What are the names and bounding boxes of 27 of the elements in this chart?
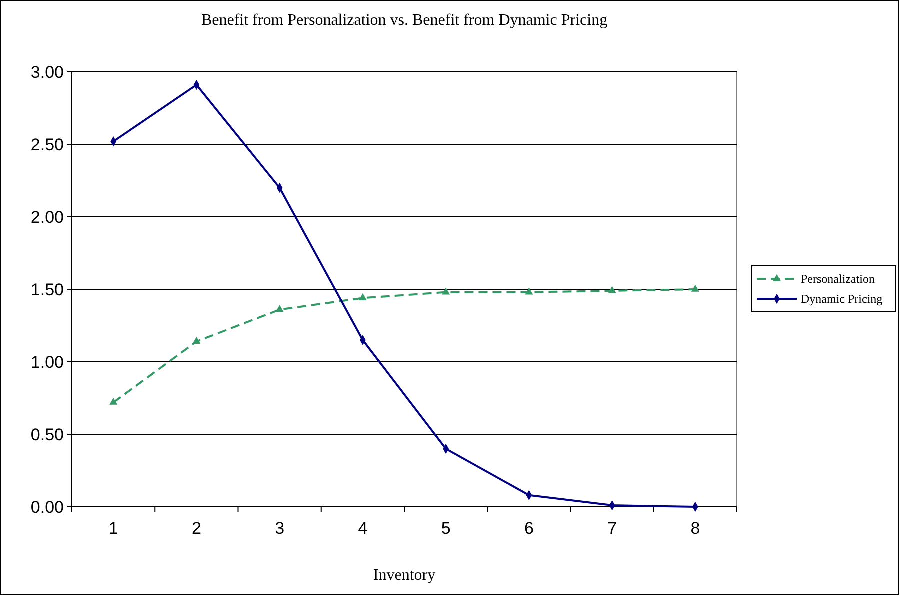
y-tick-label: 1.50 (30, 280, 64, 300)
x-tick-label: 8 (690, 519, 700, 538)
x-tick-label: 5 (441, 519, 451, 538)
point (608, 286, 616, 294)
legend-label: Dynamic Pricing (801, 292, 883, 306)
point (525, 288, 534, 295)
point (358, 294, 367, 301)
y-tick-label: 3.00 (30, 62, 64, 82)
x-tick-label: 6 (524, 519, 534, 538)
y-tick-label: 2.50 (30, 135, 64, 154)
point (110, 398, 118, 405)
y-tick-label: 0.50 (30, 425, 64, 444)
point (192, 337, 201, 344)
x-tick-label: 1 (108, 519, 118, 538)
x-axis-title: Inventory (373, 567, 436, 584)
y-tick-label: 1.00 (30, 352, 64, 372)
x-tick-label: 3 (275, 519, 285, 538)
point (442, 288, 450, 295)
x-tick-label: 4 (358, 519, 368, 538)
y-tick-label: 0.00 (30, 498, 64, 517)
legend-label: Personalization (801, 272, 875, 286)
point (691, 284, 700, 292)
chart-title: Benefit from Personalization vs. Benefit from Dynamic Pricing (201, 12, 608, 29)
y-tick-label: 2.00 (30, 208, 64, 227)
point (276, 305, 284, 312)
x-tick-label: 7 (608, 519, 618, 538)
x-tick-label: 2 (192, 519, 202, 538)
